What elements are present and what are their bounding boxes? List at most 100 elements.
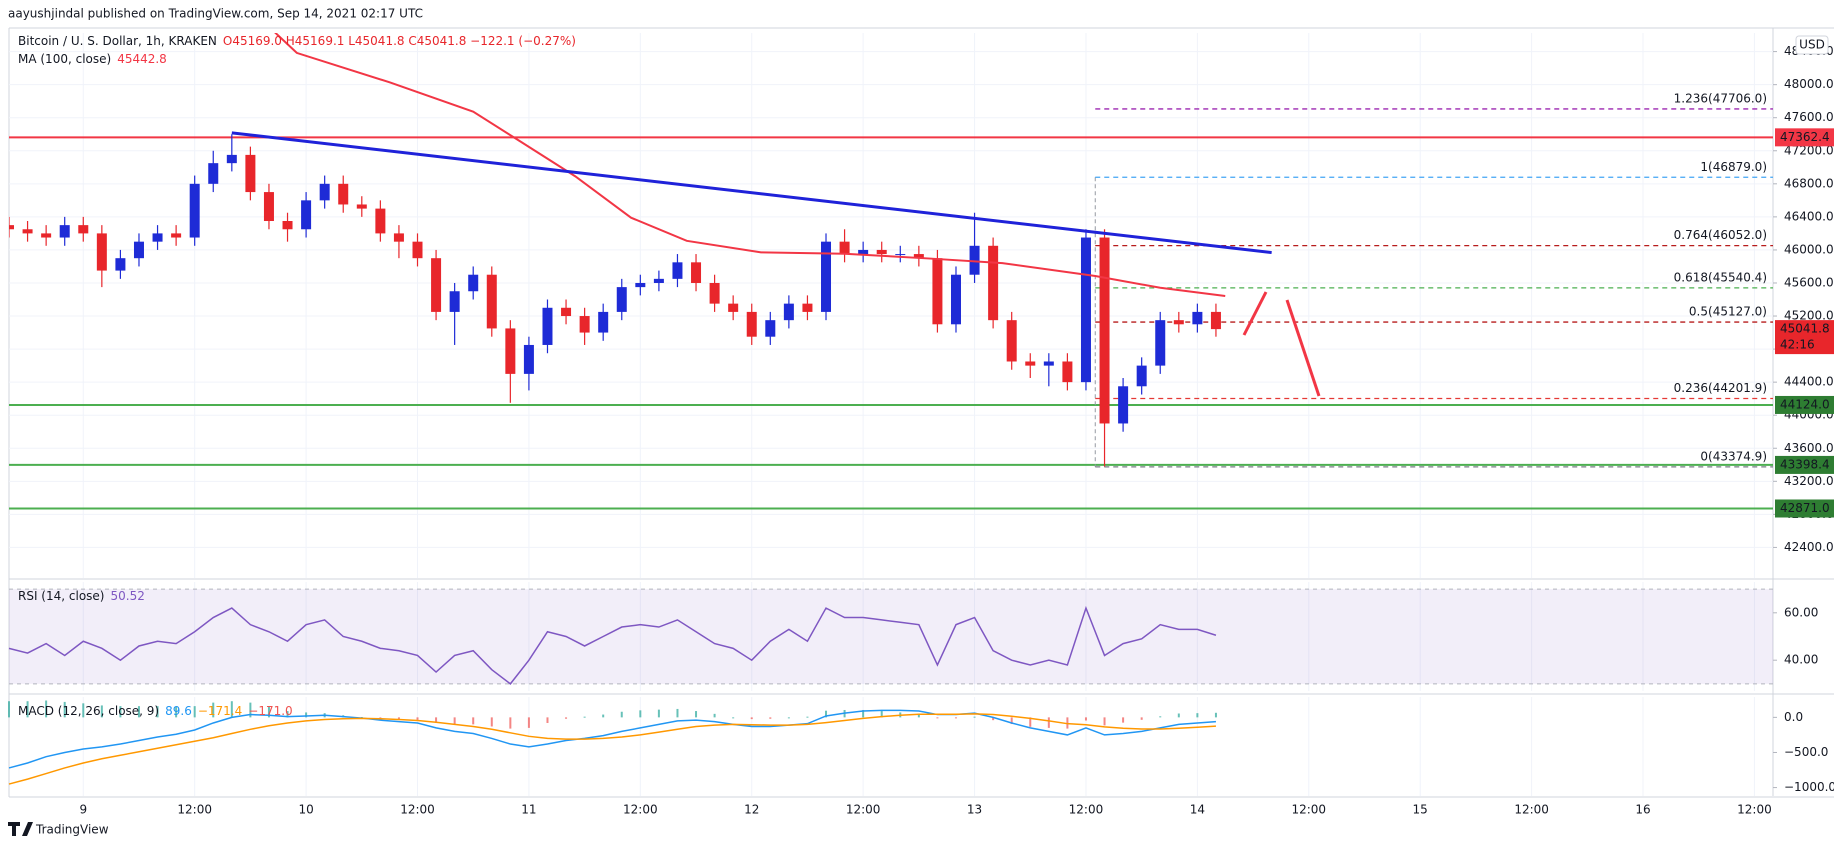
countdown: 42:16: [1780, 338, 1815, 352]
candle-body: [22, 229, 33, 234]
candle-body: [1099, 237, 1110, 424]
candle-body: [523, 344, 534, 374]
macd-histogram-bar: [1177, 713, 1180, 718]
macd-histogram-bar: [657, 709, 660, 718]
candle-body: [821, 241, 832, 312]
last-price-tag: [1775, 320, 1834, 355]
y-tick-label: 45200.0: [1784, 309, 1834, 323]
macd-histogram-bar: [750, 717, 753, 720]
candle-body: [542, 307, 553, 345]
macd-histogram-bar: [435, 717, 438, 723]
x-tick-label: 12: [744, 803, 759, 817]
rsi-band: [9, 589, 1773, 684]
y-tick-label: 0.0: [1784, 710, 1803, 724]
candle-body: [505, 328, 516, 374]
macd-histogram-bar: [472, 717, 475, 725]
candle-body: [913, 254, 924, 259]
brand: TradingView: [35, 823, 109, 837]
y-tick-label: 47200.0: [1784, 143, 1834, 157]
candle-body: [319, 183, 330, 201]
trendline: [231, 131, 1272, 255]
publisher-line: aayushjindal published on TradingView.co…: [8, 7, 423, 21]
macd-histogram-bar: [490, 717, 493, 727]
candle-body: [338, 183, 349, 205]
x-tick-label: 15: [1413, 803, 1428, 817]
y-tick-label: 45600.0: [1784, 275, 1834, 289]
macd-histogram-bar: [936, 717, 939, 719]
x-tick-label: 12:00: [1069, 803, 1104, 817]
candle-body: [208, 163, 219, 184]
candle-body: [653, 278, 664, 283]
candle-body: [96, 233, 107, 271]
macd-histogram-bar: [119, 706, 122, 718]
x-tick-label: 12:00: [623, 803, 658, 817]
candle-body: [1043, 361, 1054, 366]
rsi-legend: RSI (14, close) 50.52: [18, 589, 151, 603]
macd-line: [8, 709, 1217, 769]
candle-body: [1192, 311, 1203, 325]
macd-histogram-bar: [583, 716, 586, 718]
macd-legend: MACD (12, 26, close, 9) 89.6 −171.4 −171.0: [18, 704, 299, 718]
x-tick-label: 12:00: [846, 803, 881, 817]
candle-body: [152, 233, 163, 242]
fib-label: 0.764(46052.0): [1674, 228, 1767, 242]
macd-histogram-bar: [880, 711, 883, 718]
candle-body: [1118, 386, 1129, 424]
candle-body: [449, 291, 460, 312]
price-tag: [1775, 128, 1834, 147]
price-tag-label: 42871.0: [1780, 501, 1830, 515]
candle-body: [579, 316, 590, 333]
candle-body: [115, 258, 126, 271]
macd-histogram-bar: [732, 717, 735, 719]
fib-label: 0.5(45127.0): [1689, 305, 1767, 319]
macd-histogram-bar: [546, 717, 549, 723]
candle-body: [1006, 320, 1017, 362]
macd-histogram-bar: [45, 700, 48, 718]
macd-histogram-bar: [973, 716, 976, 718]
candle-body: [728, 303, 739, 312]
macd-histogram-bar: [230, 701, 233, 718]
candle-body: [1136, 365, 1147, 387]
price-tag: [1775, 395, 1834, 414]
x-tick-label: 12:00: [177, 803, 212, 817]
candle-body: [876, 249, 887, 255]
ma-line: [274, 33, 1226, 297]
candle-body: [561, 307, 572, 317]
macd-histogram-bar: [806, 716, 809, 718]
macd-histogram-bar: [862, 709, 865, 718]
macd-histogram-bar: [63, 701, 66, 718]
candle-body: [988, 245, 999, 321]
candle-body: [1062, 361, 1073, 383]
macd-line: [8, 713, 1216, 785]
ma-legend: MA (100, close) 45442.8: [18, 52, 173, 66]
candle-body: [301, 200, 312, 230]
fib-label: 0.236(44201.9): [1674, 381, 1767, 395]
macd-histogram-bar: [769, 717, 772, 719]
fib-label: 1.236(47706.0): [1674, 91, 1767, 105]
rsi-line: [8, 605, 1217, 685]
candle-body: [356, 204, 367, 209]
macd-histogram-bar: [676, 708, 679, 718]
macd-histogram-bar: [305, 712, 308, 718]
price-tag-label: 43398.4: [1780, 457, 1830, 471]
candle-body: [263, 192, 274, 222]
x-tick-label: 12:00: [1514, 803, 1549, 817]
price-tag: [1775, 499, 1834, 518]
y-tick-label: 42400.0: [1784, 540, 1834, 554]
macd-histogram-bar: [137, 706, 140, 718]
symbol-title: Bitcoin / U. S. Dollar, 1h, KRAKEN: [18, 34, 217, 48]
macd-histogram-bar: [453, 717, 456, 725]
candle-body: [226, 154, 237, 164]
candle-body: [1025, 361, 1036, 366]
macd-histogram-bar: [602, 714, 605, 718]
macd-histogram-bar: [527, 717, 530, 728]
main-plot: [9, 33, 1773, 510]
x-tick-label: 11: [521, 803, 536, 817]
candle-body: [133, 241, 144, 259]
candle-body: [1080, 237, 1091, 383]
x-tick-label: 10: [298, 803, 313, 817]
macd-histogram-bar: [249, 702, 252, 718]
macd-histogram-bar: [1047, 717, 1050, 728]
